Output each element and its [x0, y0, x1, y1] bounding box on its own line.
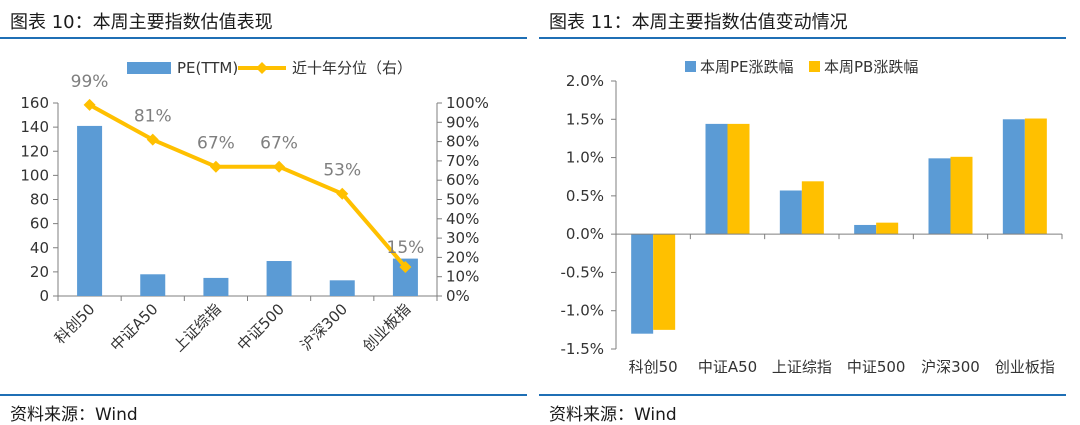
y-right-tick-label: 60% — [446, 171, 479, 189]
y-left-tick-label: 120 — [20, 142, 49, 160]
pb-change-bar — [950, 156, 973, 235]
legend-swatch-pe — [127, 62, 171, 74]
x-tick-label: 沪深300 — [297, 300, 351, 354]
pe-change-bar — [1002, 119, 1025, 235]
y-tick-label: 1.0% — [566, 149, 604, 167]
pe-change-bar — [779, 190, 802, 235]
y-right-tick-label: 70% — [446, 152, 479, 170]
y-left-tick-label: 40 — [30, 239, 49, 257]
percentile-line — [88, 103, 407, 269]
title-rule — [539, 37, 1066, 39]
x-tick-label: 中证A50 — [107, 300, 162, 355]
x-tick-label: 沪深300 — [921, 358, 980, 376]
legend-label-percentile: 近十年分位（右） — [292, 59, 412, 77]
y-left-tick-label: 20 — [30, 263, 49, 281]
legend-swatch-pb — [809, 61, 820, 72]
figure-11-title: 图表 11：本周主要指数估值变动情况 — [549, 12, 848, 33]
title-rule — [0, 37, 527, 39]
percentile-point — [336, 187, 349, 200]
pb-change-bar — [653, 234, 676, 330]
legend-label-pe: PE(TTM) — [177, 59, 238, 77]
y-left-tick-label: 60 — [30, 215, 49, 233]
y-right-tick-label: 80% — [446, 133, 479, 151]
pe-bar — [203, 277, 229, 296]
y-right-tick-label: 50% — [446, 191, 479, 209]
pe-bar — [266, 261, 292, 296]
x-tick-label: 上证综指 — [170, 300, 225, 355]
percentile-point — [83, 98, 96, 111]
y-left-tick-label: 0 — [39, 287, 49, 305]
pe-bar — [329, 280, 355, 296]
valuation-chart: 0 20 40 60 80 100 120 140 160 0%10% 20%30%40%50% 60… — [20, 59, 489, 355]
y-tick-label: -1.5% — [560, 340, 604, 358]
x-tick-label: 科创50 — [629, 358, 678, 376]
x-tick-label: 创业板指 — [995, 358, 1055, 376]
y-left-tick-label: 160 — [20, 94, 49, 112]
y-left-tick-label: 100 — [20, 166, 49, 184]
figure-10-panel: 图表 10：本周主要指数估值表现 0 20 40 60 80 100 120 140 160 0%… — [0, 0, 527, 425]
y-right-tick-label: 30% — [446, 229, 479, 247]
source-rule — [539, 394, 1066, 396]
source-rule — [0, 394, 527, 396]
percentile-point — [399, 261, 412, 274]
pe-change-bar — [631, 234, 654, 334]
percentile-point — [209, 160, 222, 173]
y-tick-label: 1.5% — [566, 110, 604, 128]
pe-bar — [77, 125, 103, 296]
percentile-point — [273, 160, 286, 173]
y-right-tick-label: 0% — [446, 287, 470, 305]
y-left-tick-label: 140 — [20, 118, 49, 136]
y-right-tick-label: 10% — [446, 268, 479, 286]
legend-label-pe: 本周PE涨跌幅 — [700, 58, 794, 76]
pe-bar — [140, 274, 166, 296]
x-tick-label: 科创50 — [51, 300, 98, 347]
pe-change-bar — [705, 123, 728, 235]
y-tick-label: -1.0% — [560, 302, 604, 320]
figure-11-panel: 图表 11：本周主要指数估值变动情况 -1.5% -1.0% -0.5% 0.0% 0.… — [539, 0, 1066, 425]
y-left-tick-label: 80 — [30, 191, 49, 209]
y-right-tick-label: 90% — [446, 113, 479, 131]
y-tick-label: 0.0% — [566, 225, 604, 243]
x-tick-label: 上证综指 — [772, 358, 832, 376]
percentile-data-label: 99% — [71, 72, 109, 92]
pb-change-bar — [876, 222, 899, 235]
y-right-tick-label: 20% — [446, 248, 479, 266]
percentile-data-label: 15% — [387, 238, 425, 258]
y-tick-label: -0.5% — [560, 263, 604, 281]
figure-11-source: 资料来源：Wind — [549, 405, 677, 425]
pb-change-bar — [1024, 118, 1047, 235]
y-tick-label: 0.5% — [566, 187, 604, 205]
percentile-data-label: 67% — [197, 134, 235, 154]
percentile-point — [146, 133, 159, 146]
valuation-change-chart: -1.5% -1.0% -0.5% 0.0% 0.5% 1.0% 1.5% 2.0% 科创50 中… — [560, 58, 1063, 376]
pe-change-bar — [854, 224, 877, 235]
pb-change-bar — [801, 181, 824, 235]
pb-change-bar — [727, 123, 750, 235]
x-tick-label: 创业板指 — [359, 300, 414, 355]
legend-marker-line — [256, 62, 268, 74]
y-tick-label: 2.0% — [566, 72, 604, 90]
percentile-data-label: 67% — [260, 134, 298, 154]
pe-change-bar — [928, 158, 951, 235]
figure-10-title: 图表 10：本周主要指数估值表现 — [10, 12, 273, 33]
percentile-data-label: 53% — [323, 161, 361, 181]
legend-label-pb: 本周PB涨跌幅 — [824, 58, 918, 76]
x-tick-label: 中证A50 — [698, 358, 757, 376]
percentile-data-label: 81% — [134, 107, 172, 127]
x-tick-label: 中证500 — [847, 358, 906, 376]
y-right-tick-label: 40% — [446, 210, 479, 228]
y-right-tick-label: 100% — [446, 94, 489, 112]
legend-swatch-pe — [685, 61, 696, 72]
figure-10-source: 资料来源：Wind — [10, 405, 138, 425]
x-tick-label: 中证500 — [234, 300, 288, 354]
